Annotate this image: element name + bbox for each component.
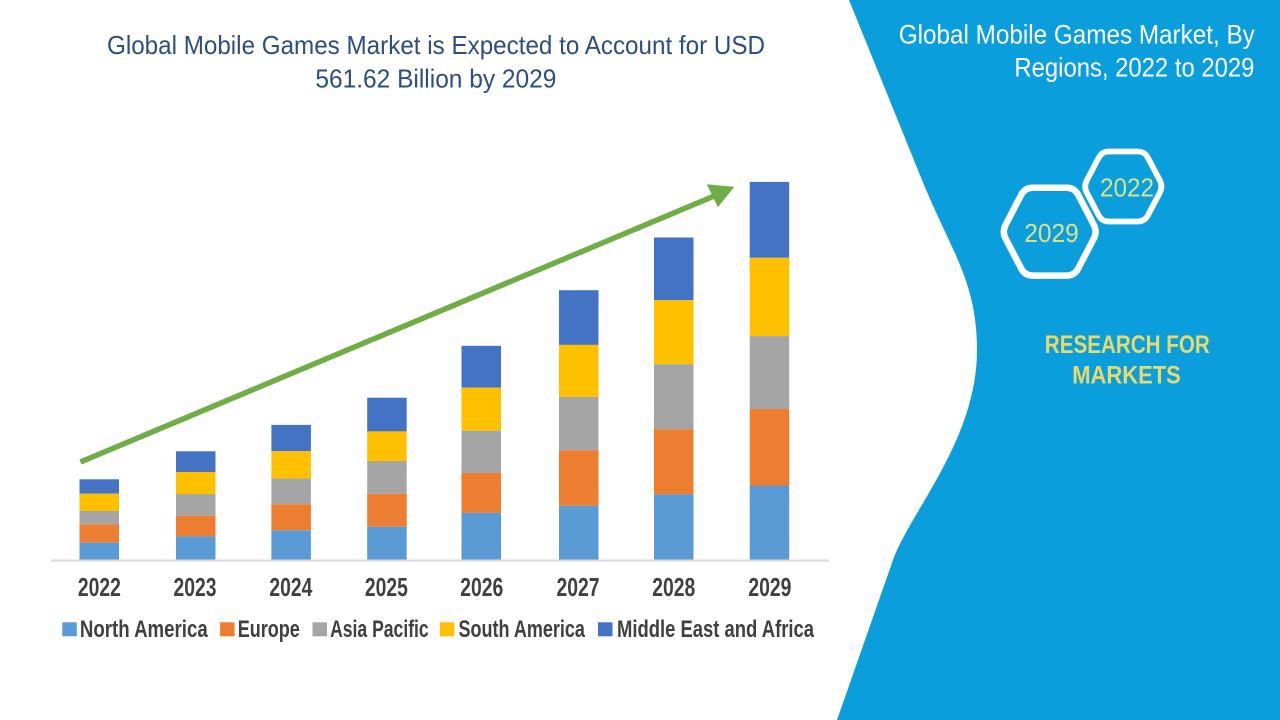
svg-text:Middle East and Africa: Middle East and Africa xyxy=(617,616,815,643)
svg-text:2022: 2022 xyxy=(1100,173,1154,203)
svg-text:Europe: Europe xyxy=(238,616,300,643)
svg-text:MARKETS: MARKETS xyxy=(1072,361,1181,389)
svg-text:RESEARCH FOR: RESEARCH FOR xyxy=(1045,331,1210,359)
svg-text:2025: 2025 xyxy=(365,572,408,602)
svg-text:2023: 2023 xyxy=(174,572,217,602)
svg-text:Global Mobile Games Market, By: Global Mobile Games Market, By xyxy=(899,20,1255,50)
svg-text:2029: 2029 xyxy=(748,572,791,602)
svg-text:North America: North America xyxy=(80,616,208,643)
svg-text:2022: 2022 xyxy=(78,572,121,602)
svg-text:Regions, 2022 to 2029: Regions, 2022 to 2029 xyxy=(1014,52,1254,82)
svg-text:Asia Pacific: Asia Pacific xyxy=(330,616,429,643)
svg-text:561.62 Billion by 2029: 561.62 Billion by 2029 xyxy=(315,64,556,94)
svg-text:2024: 2024 xyxy=(269,572,312,602)
svg-text:Global Mobile Games Market is: Global Mobile Games Market is Expected t… xyxy=(107,30,765,60)
svg-text:2029: 2029 xyxy=(1024,218,1079,248)
svg-text:2026: 2026 xyxy=(460,572,503,602)
svg-text:2028: 2028 xyxy=(652,572,695,602)
svg-text:South America: South America xyxy=(459,616,586,643)
svg-text:2027: 2027 xyxy=(557,572,600,602)
